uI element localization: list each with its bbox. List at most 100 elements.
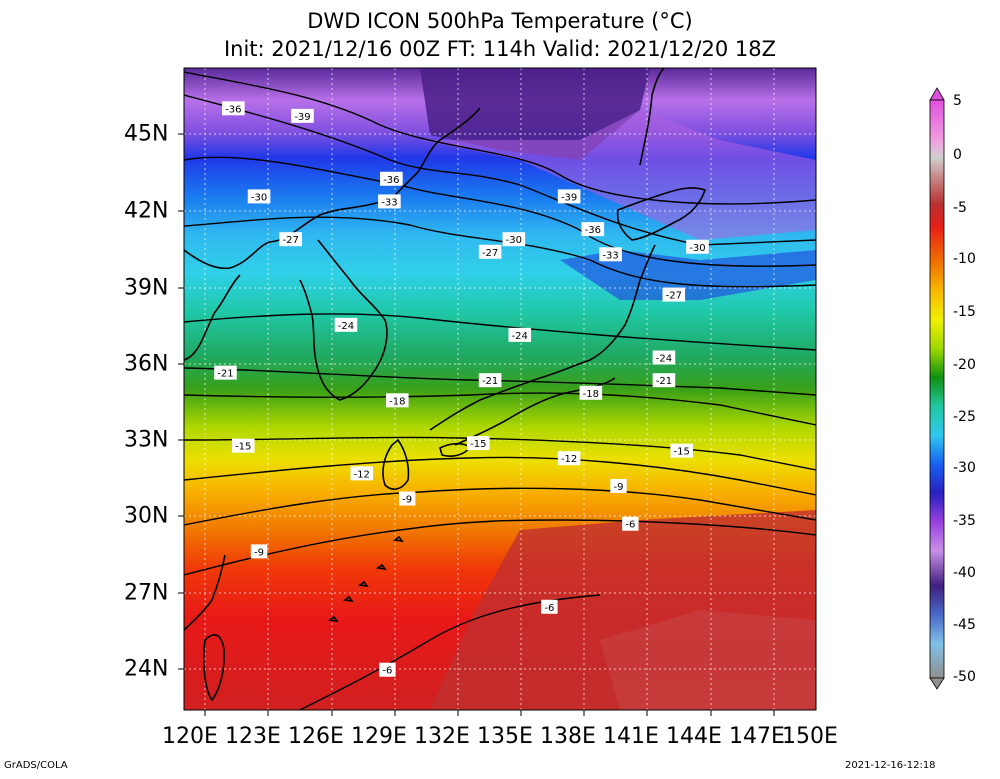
isotherm-label: -30: [686, 239, 709, 254]
lon-tick-label: 147E: [729, 724, 785, 749]
isotherm-label: -24: [334, 317, 358, 332]
colorbar-label: -20: [953, 357, 976, 373]
svg-text:-39: -39: [561, 192, 577, 203]
svg-text:-6: -6: [382, 666, 392, 677]
isotherm-label: -39: [291, 108, 314, 123]
isotherm-label: -21: [652, 373, 676, 388]
isotherm-label: -36: [581, 222, 605, 237]
svg-text:-21: -21: [217, 369, 233, 380]
isotherm-label: -30: [502, 232, 526, 247]
lon-tick-label: 144E: [666, 724, 722, 749]
isotherm-label: -6: [622, 516, 639, 531]
svg-text:-33: -33: [602, 250, 618, 261]
lon-tick-label: 129E: [351, 724, 407, 749]
lon-tick-label: 120E: [162, 724, 218, 749]
isotherm-label: -27: [478, 244, 502, 259]
isotherm-labels: -36 -39 -36 -39 -30 -33 -36 -27 -30 -27 -33 -30 -27 -…: [214, 101, 709, 677]
isotherm-label: -24: [652, 350, 676, 365]
footer-credit: GrADS/COLA: [4, 760, 68, 771]
svg-text:-9: -9: [614, 482, 624, 493]
svg-text:-15: -15: [674, 447, 690, 458]
colorbar-label: -40: [953, 565, 976, 581]
isotherm-label: -33: [378, 194, 401, 209]
temperature-field: -36 -39 -36 -39 -30 -33 -36 -27 -30 -27 -33 -30 -27 -…: [184, 68, 816, 710]
lon-tick-label: 138E: [540, 724, 596, 749]
svg-text:-21: -21: [656, 376, 672, 387]
svg-text:-9: -9: [254, 547, 264, 558]
isotherm-label: -30: [247, 189, 271, 204]
svg-text:-24: -24: [338, 321, 354, 332]
colorbar-label: -25: [953, 409, 976, 425]
svg-text:-36: -36: [383, 175, 399, 186]
isotherm-label: -36: [380, 171, 403, 186]
axis-ticks: [178, 133, 775, 716]
svg-text:-39: -39: [294, 112, 310, 123]
isotherm-label: -12: [350, 466, 374, 481]
svg-text:-27: -27: [482, 248, 498, 259]
isotherm-label: -9: [250, 544, 268, 559]
lat-tick-label: 33N: [124, 427, 169, 453]
colorbar-label: -10: [953, 251, 976, 267]
svg-text:-18: -18: [389, 396, 405, 407]
isotherm-label: -9: [398, 491, 416, 506]
svg-text:-33: -33: [381, 197, 397, 208]
svg-text:-24: -24: [656, 354, 672, 365]
svg-text:-30: -30: [689, 243, 705, 254]
colorbar-label: 0: [953, 147, 962, 163]
svg-text:-12: -12: [354, 469, 370, 480]
svg-text:-12: -12: [561, 454, 577, 465]
lat-tick-label: 39N: [124, 275, 169, 301]
lon-tick-label: 126E: [288, 724, 344, 749]
svg-text:-6: -6: [544, 603, 554, 614]
svg-text:-18: -18: [583, 389, 599, 400]
lon-tick-label: 141E: [603, 724, 659, 749]
colorbar: [929, 87, 945, 690]
isotherm-label: -21: [214, 365, 237, 380]
lat-tick-label: 27N: [124, 580, 169, 606]
isotherm-label: -15: [231, 438, 255, 453]
footer-timestamp: 2021-12-16-12:18: [845, 760, 936, 771]
svg-text:-36: -36: [585, 225, 601, 236]
svg-text:-15: -15: [470, 439, 486, 450]
svg-text:-36: -36: [225, 104, 241, 115]
isotherm-label: -36: [222, 101, 245, 116]
svg-text:-30: -30: [251, 192, 267, 203]
colorbar-label: -50: [953, 669, 976, 685]
svg-text:-6: -6: [625, 520, 635, 531]
colorbar-label: -35: [953, 513, 976, 529]
svg-text:-27: -27: [666, 291, 682, 302]
colorbar-label: -15: [953, 304, 976, 320]
lon-tick-label: 123E: [225, 724, 281, 749]
isotherm-label: -15: [466, 436, 490, 451]
colorbar-label: -45: [953, 617, 976, 633]
colorbar-label: -5: [953, 200, 967, 216]
svg-text:-27: -27: [282, 235, 298, 246]
lat-tick-label: 42N: [124, 198, 169, 224]
isotherm-label: -18: [386, 393, 409, 408]
isotherm-label: -15: [670, 443, 693, 458]
lon-tick-label: 135E: [477, 724, 533, 749]
colorbar-label: 5: [953, 93, 962, 109]
svg-text:-24: -24: [512, 331, 528, 342]
colorbar-label: -30: [953, 460, 976, 476]
isotherm-label: -33: [599, 247, 622, 262]
lat-tick-label: 45N: [124, 121, 169, 147]
svg-text:-21: -21: [482, 376, 498, 387]
isotherm-label: -9: [610, 478, 627, 493]
isotherm-label: -39: [557, 189, 581, 204]
lat-tick-label: 30N: [124, 503, 169, 529]
chart-subtitle: Init: 2021/12/16 00Z FT: 114h Valid: 202…: [223, 37, 777, 61]
chart-title: DWD ICON 500hPa Temperature (°C): [307, 9, 693, 33]
svg-text:-30: -30: [506, 235, 522, 246]
lon-tick-label: 150E: [782, 724, 838, 749]
svg-text:-15: -15: [235, 442, 251, 453]
map-frame: [183, 67, 817, 711]
isotherm-label: -27: [662, 287, 686, 302]
isotherm-label: -21: [478, 373, 502, 388]
svg-text:-9: -9: [402, 495, 412, 506]
isotherm-label: -27: [279, 232, 302, 247]
lat-tick-label: 36N: [124, 351, 169, 377]
isotherm-label: -18: [579, 385, 603, 400]
isotherm-label: -6: [379, 662, 396, 677]
